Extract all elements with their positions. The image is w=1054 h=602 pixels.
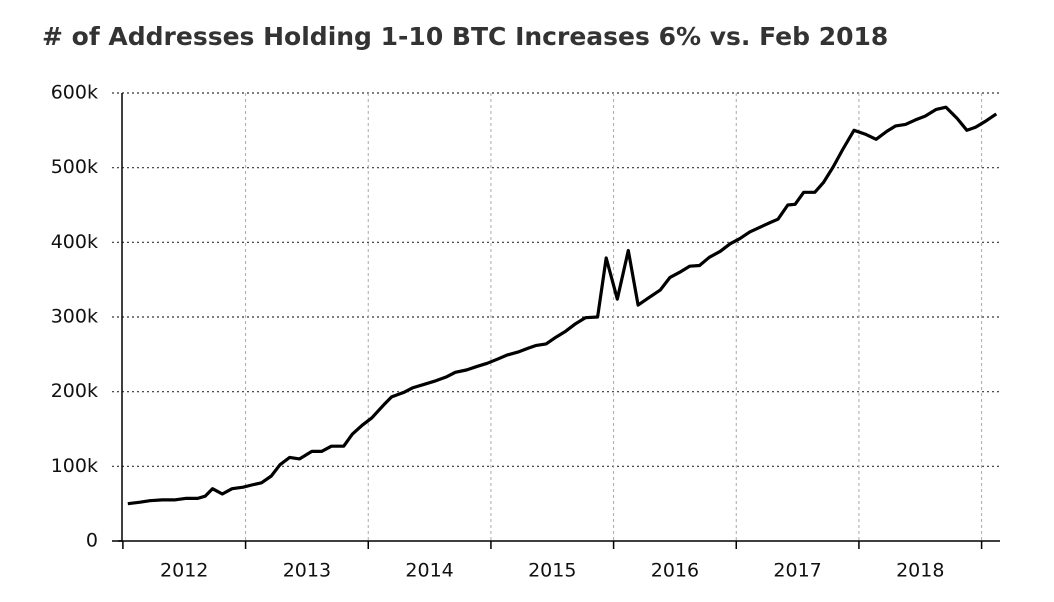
y-tick-label: 600k <box>51 82 98 104</box>
x-tick-label: 2014 <box>405 560 453 582</box>
chart-title: # of Addresses Holding 1-10 BTC Increase… <box>42 22 888 51</box>
x-tick-label: 2015 <box>528 560 576 582</box>
x-tick-label: 2012 <box>160 560 208 582</box>
y-tick-label: 400k <box>51 231 98 253</box>
x-tick-label: 2017 <box>773 560 821 582</box>
y-tick-label: 200k <box>51 380 98 402</box>
y-tick-label: 100k <box>51 455 98 477</box>
data-line <box>127 105 998 506</box>
x-tick-label: 2018 <box>896 560 944 582</box>
y-tick-label: 500k <box>51 156 98 178</box>
x-tick-label: 2013 <box>283 560 331 582</box>
x-tick-label: 2016 <box>651 560 699 582</box>
y-tick-label: 0 <box>86 530 98 552</box>
y-tick-label: 300k <box>51 306 98 328</box>
